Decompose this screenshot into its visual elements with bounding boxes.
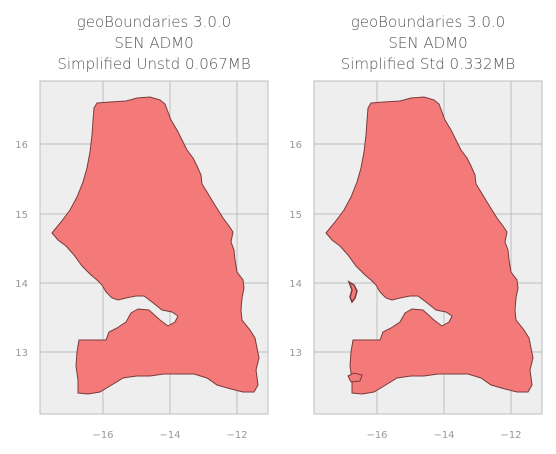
title-line: SEN ADM0 bbox=[114, 34, 194, 52]
x-tick-label: −12 bbox=[226, 430, 247, 441]
x-tick-label: −14 bbox=[433, 430, 454, 441]
x-tick-label: −16 bbox=[366, 430, 387, 441]
y-tick-label: 15 bbox=[15, 210, 28, 221]
y-tick-label: 16 bbox=[289, 140, 302, 151]
x-tick-label: −14 bbox=[159, 430, 180, 441]
x-tick-label: −12 bbox=[500, 430, 521, 441]
title-line: Simplified Std 0.332MB bbox=[340, 55, 516, 73]
y-tick-label: 14 bbox=[15, 279, 28, 290]
y-tick-label: 16 bbox=[15, 140, 28, 151]
y-tick-label: 13 bbox=[289, 348, 302, 359]
x-tick-label: −16 bbox=[92, 430, 113, 441]
panel-right-title: geoBoundaries 3.0.0 SEN ADM0 Simplified … bbox=[308, 12, 548, 75]
title-line: geoBoundaries 3.0.0 bbox=[76, 13, 232, 31]
y-tick-label: 15 bbox=[289, 210, 302, 221]
title-line: geoBoundaries 3.0.0 bbox=[350, 13, 506, 31]
title-line: SEN ADM0 bbox=[388, 34, 468, 52]
panel-left-title: geoBoundaries 3.0.0 SEN ADM0 Simplified … bbox=[34, 12, 274, 75]
y-tick-label: 13 bbox=[15, 348, 28, 359]
y-tick-label: 14 bbox=[289, 279, 302, 290]
title-line: Simplified Unstd 0.067MB bbox=[57, 55, 251, 73]
